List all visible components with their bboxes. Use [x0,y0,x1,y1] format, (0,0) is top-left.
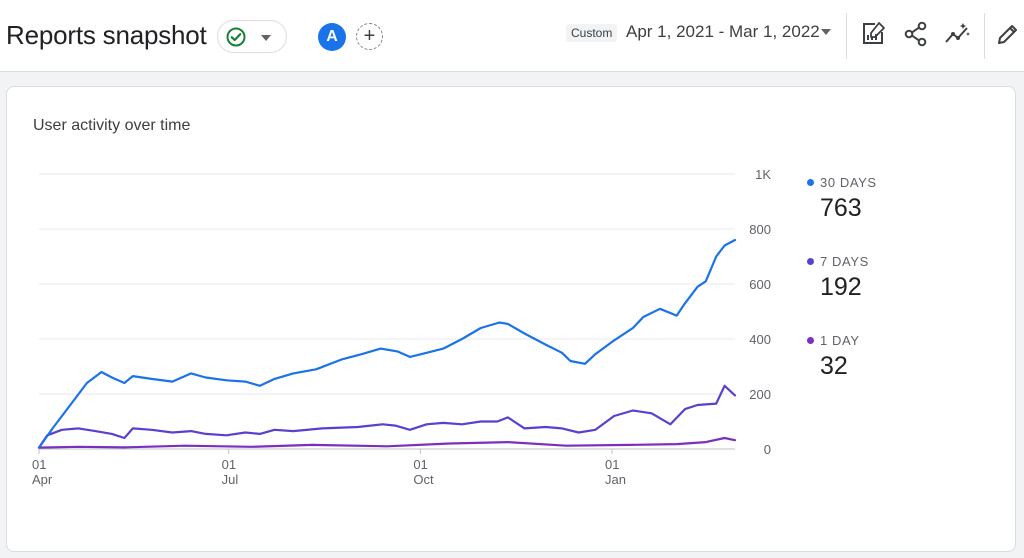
x-tick-month: Jan [605,472,626,487]
y-tick-label: 200 [749,387,771,402]
legend-dot [807,179,814,186]
top-bar: Reports snapshot A + Custom Apr 1, 2021 … [0,0,1024,72]
pencil-icon[interactable] [994,20,1022,48]
check-circle-icon [226,27,246,47]
x-tick-day: 01 [605,457,619,472]
legend-dot [807,337,814,344]
x-tick-month: Apr [32,472,53,487]
insights-icon[interactable] [943,20,971,48]
divider [984,13,985,59]
y-tick-label: 600 [749,277,771,292]
add-comparison-button[interactable]: + [356,23,383,50]
date-range-picker[interactable]: Apr 1, 2021 - Mar 1, 2022 [626,22,820,41]
series-line-7-days [37,384,737,449]
y-tick-label: 0 [764,442,771,457]
avatar[interactable]: A [318,23,346,51]
legend-item-7-days: 7 DAYS 192 [807,254,987,302]
divider [846,13,847,59]
y-tick-label: 800 [749,222,771,237]
y-tick-label: 400 [749,332,771,347]
legend-dot [807,258,814,265]
legend-item-1-day: 1 DAY 32 [807,333,987,381]
custom-range-badge: Custom [566,24,618,42]
x-tick-day: 01 [222,457,236,472]
legend-label: 30 DAYS [820,175,877,190]
chevron-down-icon[interactable] [821,29,831,35]
series-line-30-days [37,238,737,449]
legend-item-30-days: 30 DAYS 763 [807,175,987,223]
x-tick-day: 01 [32,457,46,472]
share-icon[interactable] [902,20,930,48]
legend-value: 32 [820,352,848,380]
card-title: User activity over time [33,117,191,134]
legend-label: 7 DAYS [820,254,869,269]
chevron-down-icon [261,35,271,41]
x-tick-day: 01 [413,457,427,472]
legend-value: 763 [820,194,862,222]
user-activity-card: User activity over time 0 200 400 600 800 1K 0… [6,86,1016,552]
x-tick-month: Oct [413,472,434,487]
x-tick-month: Jul [222,472,239,487]
y-tick-label: 1K [755,167,771,182]
legend-value: 192 [820,273,862,301]
status-dropdown[interactable] [217,20,287,53]
customize-report-icon[interactable] [859,20,887,48]
legend-label: 1 DAY [820,333,860,348]
page-title: Reports snapshot [6,20,207,50]
series-line-1-day [37,436,737,449]
